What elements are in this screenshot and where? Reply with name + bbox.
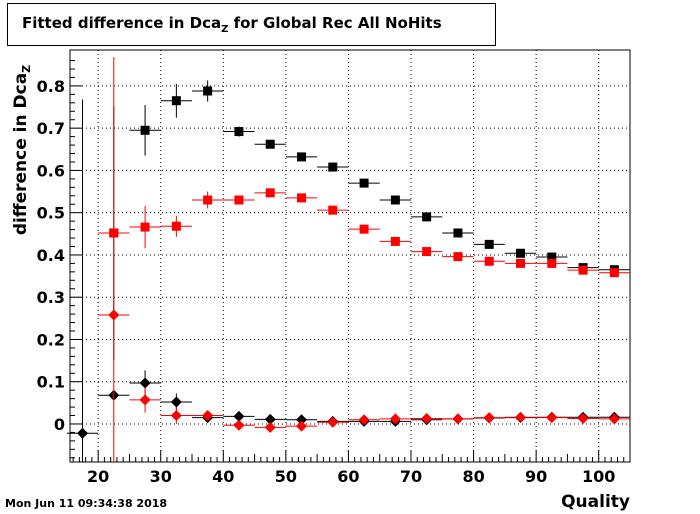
axes: 20 30 40 50 60 70 80 90 100 0 0.1 0.2 0.3 0.4 0.5 0.6 0.…: [37, 60, 631, 486]
data-point-diamond: [515, 411, 527, 423]
y-tick-label: 0.4: [37, 246, 65, 265]
y-tick-label: 0.5: [37, 204, 65, 223]
y-tick-label: 0.2: [37, 330, 65, 349]
y-tick-label: 0.7: [37, 119, 65, 138]
data-point-square: [203, 86, 213, 96]
x-tick-label: 20: [87, 467, 109, 486]
data-point-square: [359, 178, 369, 188]
data-point-diamond: [296, 420, 308, 432]
x-tick-label: 90: [525, 467, 547, 486]
data-point-diamond: [296, 414, 308, 426]
data-point-diamond: [546, 412, 558, 424]
x-tick-label: 50: [275, 467, 297, 486]
data-point-square: [297, 193, 307, 203]
data-point-square: [140, 125, 150, 135]
y-tick-label: 0.6: [37, 161, 65, 180]
data-point-square: [516, 248, 526, 258]
data-point-diamond: [202, 410, 214, 422]
y-tick-label: 0.3: [37, 288, 65, 307]
x-axis-label: Quality: [561, 492, 630, 512]
x-tick-label: 70: [400, 467, 422, 486]
data-point-square: [234, 127, 244, 137]
data-point-square: [547, 258, 557, 268]
x-tick-label: 30: [150, 467, 172, 486]
data-point-diamond: [264, 421, 276, 433]
y-tick-label: 0.1: [37, 373, 65, 392]
data-point-square: [422, 247, 432, 257]
data-point-square: [609, 268, 619, 278]
data-marks: [66, 57, 630, 462]
x-tick-label: 80: [462, 467, 484, 486]
data-point-square: [390, 236, 400, 246]
data-point-diamond: [170, 396, 182, 408]
data-point-square: [328, 162, 338, 172]
data-point-diamond: [170, 410, 182, 422]
data-point-square: [547, 252, 557, 262]
data-point-square: [453, 228, 463, 238]
chart-title: Fitted difference in DcaZ for Global Rec…: [22, 14, 442, 35]
y-tick-label: 0: [54, 415, 65, 434]
data-point-square: [140, 222, 150, 232]
data-point-diamond: [108, 309, 120, 321]
data-point-square: [578, 265, 588, 275]
data-point-square: [265, 139, 275, 149]
data-point-diamond: [421, 412, 433, 424]
data-point-square: [484, 239, 494, 249]
timestamp: Mon Jun 11 09:34:38 2018: [5, 497, 168, 510]
data-point-diamond: [139, 377, 151, 389]
x-tick-label: 60: [337, 467, 359, 486]
data-point-diamond: [577, 412, 589, 424]
x-tick-label: 40: [212, 467, 234, 486]
data-point-square: [359, 224, 369, 234]
data-point-diamond: [389, 413, 401, 425]
data-point-diamond: [233, 419, 245, 431]
y-axis-label: difference in DcaZ: [10, 64, 34, 236]
plot-frame: [69, 49, 631, 463]
y-tick-label: 0.8: [37, 77, 65, 96]
data-point-square: [422, 212, 432, 222]
data-point-diamond: [452, 413, 464, 425]
data-point-diamond: [358, 414, 370, 426]
data-point-square: [171, 96, 181, 106]
data-point-square: [516, 258, 526, 268]
data-point-square: [297, 152, 307, 162]
data-point-square: [484, 256, 494, 266]
chart-title-box: Fitted difference in DcaZ for Global Rec…: [7, 3, 496, 46]
data-point-diamond: [608, 413, 620, 425]
data-point-square: [234, 195, 244, 205]
data-point-diamond: [327, 416, 339, 428]
grid-lines: [70, 50, 630, 462]
data-point-diamond: [77, 427, 89, 439]
data-point-diamond: [139, 394, 151, 406]
x-tick-label: 100: [582, 467, 615, 486]
data-point-diamond: [264, 413, 276, 425]
data-point-square: [203, 195, 213, 205]
data-point-square: [328, 205, 338, 215]
data-point-diamond: [483, 412, 495, 424]
data-point-diamond: [233, 410, 245, 422]
data-point-square: [171, 221, 181, 231]
data-point-square: [265, 188, 275, 198]
data-point-square: [390, 195, 400, 205]
data-point-square: [453, 252, 463, 262]
